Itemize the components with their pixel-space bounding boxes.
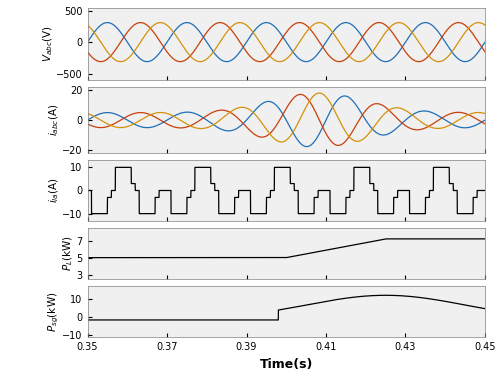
- Y-axis label: $i_{abc}$(A): $i_{abc}$(A): [47, 104, 61, 136]
- Y-axis label: $i_{la}$(A): $i_{la}$(A): [48, 177, 61, 204]
- Y-axis label: $V_{abc}$(V): $V_{abc}$(V): [41, 25, 54, 62]
- Y-axis label: $P_L$(kW): $P_L$(kW): [62, 235, 75, 271]
- Y-axis label: $P_{sg}$(kW): $P_{sg}$(kW): [46, 291, 61, 332]
- X-axis label: Time(s): Time(s): [260, 358, 313, 371]
